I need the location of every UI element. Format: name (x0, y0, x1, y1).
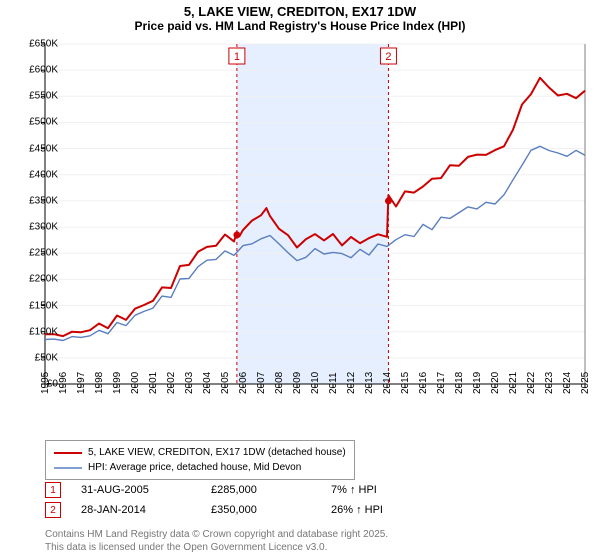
sale-row: 1 31-AUG-2005£285,0007% ↑ HPI (45, 482, 383, 498)
x-tick-label: 2019 (472, 372, 483, 394)
x-tick-label: 2008 (274, 372, 285, 394)
y-tick-label: £200K (16, 274, 58, 285)
x-tick-label: 2018 (454, 372, 465, 394)
svg-text:2: 2 (385, 51, 391, 63)
x-tick-label: 2025 (580, 372, 591, 394)
title-line-2: Price paid vs. HM Land Registry's House … (0, 19, 600, 33)
sale-marker-icon: 2 (45, 502, 61, 518)
x-tick-label: 2022 (526, 372, 537, 394)
sale-date: 28-JAN-2014 (81, 504, 211, 516)
y-tick-label: £400K (16, 169, 58, 180)
y-tick-label: £650K (16, 39, 58, 50)
x-tick-label: 2013 (364, 372, 375, 394)
x-tick-label: 2016 (418, 372, 429, 394)
x-tick-label: 2020 (490, 372, 501, 394)
y-tick-label: £0 (16, 379, 58, 390)
chart-title-block: 5, LAKE VIEW, CREDITON, EX17 1DW Price p… (0, 0, 600, 33)
x-tick-label: 2007 (256, 372, 267, 394)
sale-hpi: 26% ↑ HPI (331, 504, 383, 516)
y-tick-label: £150K (16, 300, 58, 311)
x-tick-label: 2010 (310, 372, 321, 394)
sale-marker-icon: 1 (45, 482, 61, 498)
y-tick-label: £300K (16, 222, 58, 233)
footnote-2: This data is licensed under the Open Gov… (45, 541, 388, 554)
x-tick-label: 2017 (436, 372, 447, 394)
y-tick-label: £250K (16, 248, 58, 259)
sale-date: 31-AUG-2005 (81, 484, 211, 496)
x-tick-label: 2024 (562, 372, 573, 394)
x-tick-label: 1997 (76, 372, 87, 394)
legend-item: 5, LAKE VIEW, CREDITON, EX17 1DW (detach… (54, 445, 346, 460)
x-tick-label: 2003 (184, 372, 195, 394)
x-tick-label: 2023 (544, 372, 555, 394)
x-tick-label: 2014 (382, 372, 393, 394)
footnote-1: Contains HM Land Registry data © Crown c… (45, 528, 388, 541)
x-tick-label: 2002 (166, 372, 177, 394)
x-tick-label: 2021 (508, 372, 519, 394)
legend-label: HPI: Average price, detached house, Mid … (88, 460, 301, 475)
x-tick-label: 1996 (58, 372, 69, 394)
svg-text:1: 1 (234, 51, 240, 63)
y-tick-label: £600K (16, 65, 58, 76)
x-tick-label: 2000 (130, 372, 141, 394)
y-tick-label: £350K (16, 195, 58, 206)
legend-item: HPI: Average price, detached house, Mid … (54, 460, 346, 475)
y-tick-label: £50K (16, 352, 58, 363)
sale-hpi: 7% ↑ HPI (331, 484, 377, 496)
x-tick-label: 1999 (112, 372, 123, 394)
sale-row: 2 28-JAN-2014£350,00026% ↑ HPI (45, 502, 383, 518)
x-tick-label: 2011 (328, 372, 339, 394)
y-tick-label: £100K (16, 326, 58, 337)
legend-label: 5, LAKE VIEW, CREDITON, EX17 1DW (detach… (88, 445, 346, 460)
x-tick-label: 1995 (40, 372, 51, 394)
y-tick-label: £450K (16, 143, 58, 154)
x-tick-label: 2001 (148, 372, 159, 394)
footnotes: Contains HM Land Registry data © Crown c… (45, 528, 388, 554)
x-tick-label: 2009 (292, 372, 303, 394)
x-tick-label: 2006 (238, 372, 249, 394)
x-tick-label: 2005 (220, 372, 231, 394)
sale-price: £350,000 (211, 504, 331, 516)
sale-price: £285,000 (211, 484, 331, 496)
chart-area: 12 (45, 44, 585, 384)
y-tick-label: £550K (16, 91, 58, 102)
x-tick-label: 2004 (202, 372, 213, 394)
x-tick-label: 2015 (400, 372, 411, 394)
sales-list: 1 31-AUG-2005£285,0007% ↑ HPI 2 28-JAN-2014… (45, 482, 383, 522)
y-tick-label: £500K (16, 117, 58, 128)
title-line-1: 5, LAKE VIEW, CREDITON, EX17 1DW (0, 4, 600, 19)
x-tick-label: 1998 (94, 372, 105, 394)
x-tick-label: 2012 (346, 372, 357, 394)
legend: 5, LAKE VIEW, CREDITON, EX17 1DW (detach… (45, 440, 355, 480)
